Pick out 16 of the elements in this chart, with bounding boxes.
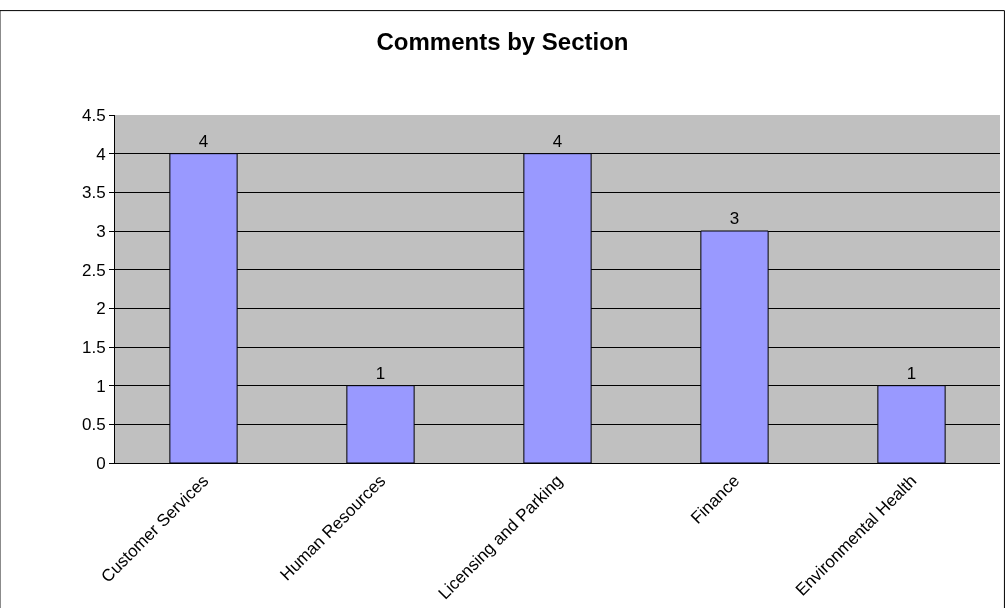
y-tick-label: 4	[96, 144, 106, 164]
y-tick-label: 3	[96, 221, 106, 241]
chart-title: Comments by Section	[376, 28, 629, 56]
y-tick-label: 1	[96, 376, 106, 396]
data-label: 4	[198, 131, 209, 151]
data-label: 1	[906, 363, 917, 383]
y-tick-label: 0.5	[81, 415, 106, 435]
y-tick-label: 2	[96, 299, 106, 319]
data-label: 4	[552, 131, 563, 151]
y-tick-label: 4.5	[81, 105, 106, 125]
y-tick-label: 2.5	[81, 260, 106, 280]
y-tick-label: 0	[96, 453, 106, 473]
y-tick-label: 1.5	[81, 337, 106, 357]
y-tick-label: 3.5	[81, 183, 106, 203]
data-label: 1	[375, 363, 386, 383]
data-label: 3	[729, 209, 740, 228]
